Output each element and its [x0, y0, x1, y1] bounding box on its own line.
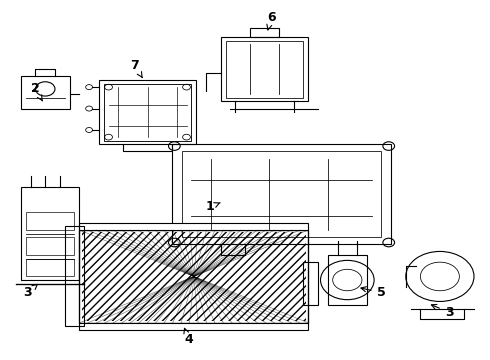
- Bar: [82, 232, 306, 321]
- Bar: [65, 226, 84, 327]
- Bar: [99, 80, 196, 144]
- Bar: [79, 230, 308, 323]
- Text: 2: 2: [30, 82, 43, 101]
- Bar: [303, 262, 318, 305]
- Text: 7: 7: [130, 59, 142, 77]
- Bar: [26, 258, 74, 276]
- Bar: [172, 144, 391, 244]
- Text: 3: 3: [24, 284, 37, 299]
- Bar: [26, 212, 74, 230]
- Bar: [26, 237, 74, 255]
- Text: 6: 6: [267, 11, 275, 30]
- Bar: [250, 28, 279, 37]
- Bar: [21, 187, 79, 280]
- Bar: [225, 41, 303, 98]
- Bar: [79, 323, 308, 330]
- Bar: [220, 37, 308, 102]
- Text: 4: 4: [184, 328, 193, 346]
- Bar: [182, 152, 381, 237]
- Text: 3: 3: [431, 305, 453, 319]
- Bar: [104, 84, 192, 141]
- Text: 1: 1: [206, 201, 220, 213]
- Bar: [328, 255, 367, 305]
- Bar: [79, 223, 308, 230]
- Text: 5: 5: [361, 286, 385, 299]
- Bar: [21, 76, 70, 109]
